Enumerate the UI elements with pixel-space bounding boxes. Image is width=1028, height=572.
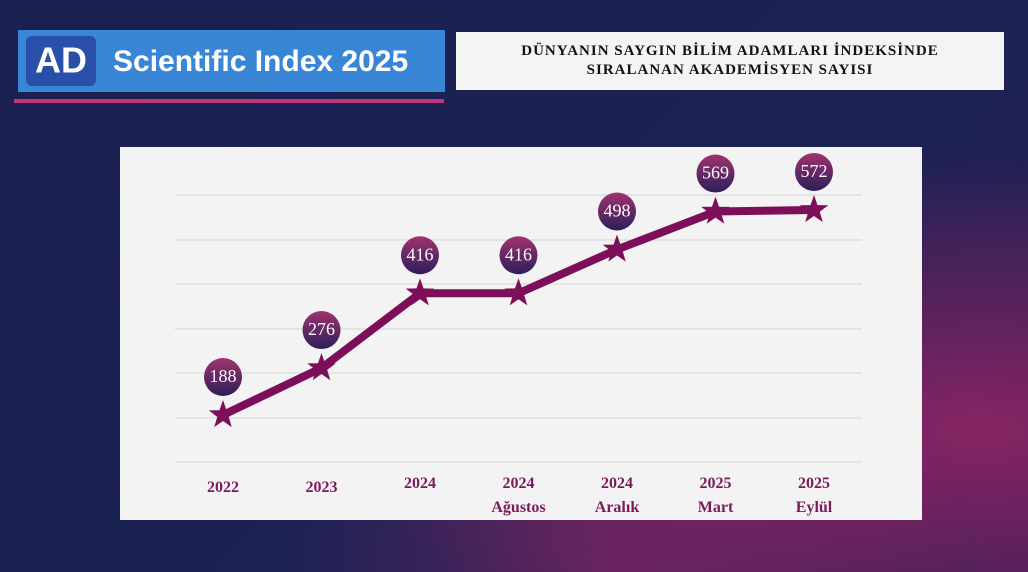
value-bubble — [696, 154, 735, 193]
value-bubble — [795, 152, 833, 191]
value-bubble — [204, 358, 242, 397]
x-tick-label: 2022 — [207, 479, 239, 496]
data-label: 416 — [407, 244, 434, 264]
star-marker — [504, 278, 533, 306]
logo-badge — [26, 36, 96, 86]
value-bubble — [499, 236, 538, 275]
value-bubble — [598, 192, 636, 231]
data-label: 572 — [801, 161, 828, 181]
data-label: 276 — [308, 319, 335, 339]
logo-underline — [14, 99, 444, 103]
value-bubble — [401, 236, 439, 275]
chart-card — [120, 147, 922, 520]
star-marker — [307, 353, 336, 381]
x-tick-label: 2025 Eylül — [795, 475, 833, 516]
x-tick-label: 2024 Ağustos — [491, 475, 546, 516]
star-marker — [701, 196, 730, 224]
value-bubble — [302, 311, 341, 350]
x-tick-label: 2024 Aralık — [594, 475, 640, 516]
data-label: 188 — [210, 366, 237, 386]
star-marker — [799, 195, 829, 223]
star-marker — [405, 278, 435, 306]
data-label: 569 — [702, 163, 729, 183]
x-tick-label: 2025 Mart — [697, 475, 734, 516]
star-marker — [602, 234, 632, 262]
logo-badge-text: AD — [35, 40, 87, 81]
data-label: 498 — [604, 201, 631, 221]
logo-name: Scientific Index 2025 — [113, 45, 408, 78]
star-marker — [208, 400, 238, 428]
data-label: 416 — [505, 244, 532, 264]
x-tick-label: 2024 — [404, 475, 436, 492]
chart-title: DÜNYANIN SAYGIN BİLİM ADAMLARI İNDEKSİND… — [456, 32, 1004, 90]
x-tick-label: 2023 — [305, 479, 338, 496]
